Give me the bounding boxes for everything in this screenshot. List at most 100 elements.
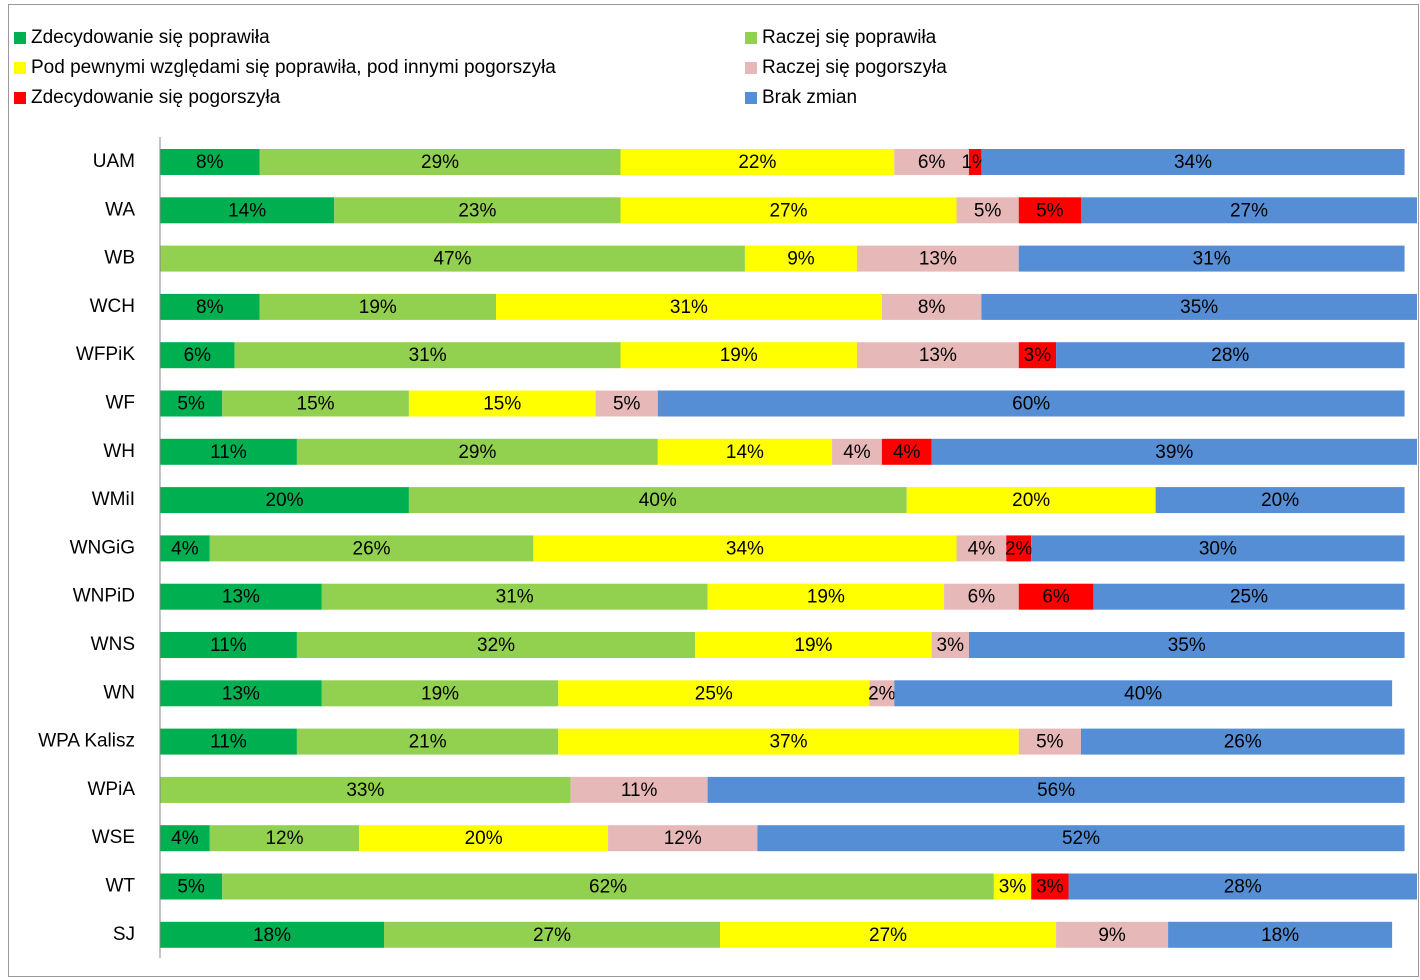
data-label: 30% bbox=[1199, 538, 1237, 559]
bar-segment bbox=[620, 342, 857, 369]
y-tick-label: WB bbox=[104, 248, 135, 269]
bar-segment bbox=[757, 825, 1405, 852]
y-tick-label: WNPiD bbox=[73, 586, 135, 607]
y-tick-label: WH bbox=[103, 441, 135, 462]
bar-segment bbox=[1018, 583, 1094, 610]
bar-segment bbox=[981, 293, 1417, 320]
bar-segment bbox=[222, 873, 994, 900]
data-label: 6% bbox=[1042, 587, 1070, 608]
data-label: 4% bbox=[968, 538, 996, 559]
bar-segment bbox=[856, 245, 1019, 272]
bar-segment bbox=[222, 390, 409, 417]
data-label: 62% bbox=[589, 877, 627, 898]
data-label: 5% bbox=[177, 394, 205, 415]
bar-segment bbox=[160, 390, 223, 417]
data-label: 4% bbox=[171, 828, 199, 849]
legend-swatch bbox=[745, 92, 757, 104]
data-label: 9% bbox=[787, 249, 815, 270]
data-label: 23% bbox=[458, 200, 496, 221]
data-label: 11% bbox=[210, 442, 247, 463]
data-label: 11% bbox=[621, 780, 658, 801]
bar-segment bbox=[931, 438, 1417, 465]
data-label: 40% bbox=[639, 490, 677, 511]
bar-segment bbox=[720, 921, 1057, 948]
bar-segment bbox=[707, 776, 1405, 803]
data-label: 26% bbox=[1224, 732, 1262, 753]
bar-segment bbox=[160, 873, 223, 900]
bar-segment bbox=[558, 680, 870, 707]
data-label: 2% bbox=[868, 683, 896, 704]
bar-segment bbox=[856, 342, 1019, 369]
data-label: 6% bbox=[968, 587, 996, 608]
data-label: 34% bbox=[726, 538, 764, 559]
bar-segment bbox=[321, 583, 708, 610]
data-label: 13% bbox=[222, 587, 260, 608]
bar-segment bbox=[408, 487, 907, 514]
bar-segment bbox=[1018, 197, 1081, 224]
bar-segment bbox=[160, 776, 571, 803]
bar-segment bbox=[334, 197, 621, 224]
data-label: 27% bbox=[1230, 200, 1268, 221]
data-label: 22% bbox=[738, 152, 776, 173]
bar-segment bbox=[981, 149, 1405, 175]
data-label: 2% bbox=[1005, 538, 1033, 559]
bar-segment bbox=[496, 293, 882, 320]
data-label: 12% bbox=[265, 828, 303, 849]
bar-segment bbox=[1080, 197, 1417, 224]
y-tick-label: WNGiG bbox=[70, 537, 135, 558]
data-label: 60% bbox=[1012, 394, 1050, 415]
data-label: 25% bbox=[1230, 587, 1268, 608]
data-label: 6% bbox=[184, 345, 212, 366]
bar-segment bbox=[620, 197, 957, 224]
bar-segment bbox=[296, 728, 559, 755]
bar-segment bbox=[234, 342, 621, 369]
data-label: 6% bbox=[918, 152, 946, 173]
bar-segment bbox=[1031, 535, 1405, 562]
bar-segment bbox=[1093, 583, 1405, 610]
bar-segment bbox=[160, 728, 297, 755]
data-label: 27% bbox=[769, 200, 807, 221]
legend-label: Raczej się pogorszyła bbox=[762, 57, 947, 78]
data-label: 37% bbox=[769, 732, 807, 753]
data-label: 25% bbox=[695, 683, 733, 704]
bar-segment bbox=[160, 342, 235, 369]
bar-segment bbox=[259, 293, 497, 320]
bar-segment bbox=[608, 825, 758, 852]
bar-segment bbox=[1056, 921, 1169, 948]
bar-segment bbox=[160, 197, 335, 224]
data-label: 8% bbox=[918, 297, 946, 318]
y-tick-label: WSE bbox=[92, 827, 135, 848]
data-label: 21% bbox=[409, 732, 447, 753]
bar-segment bbox=[1018, 245, 1405, 272]
bar-segment bbox=[570, 776, 708, 803]
data-label: 20% bbox=[1261, 490, 1299, 511]
data-label: 52% bbox=[1062, 828, 1100, 849]
data-label: 20% bbox=[465, 828, 503, 849]
bar-segment bbox=[1155, 487, 1405, 514]
data-label: 20% bbox=[1012, 490, 1050, 511]
data-label: 29% bbox=[421, 152, 459, 173]
y-tick-label: WF bbox=[105, 393, 135, 414]
bar-segment bbox=[160, 535, 210, 562]
data-label: 19% bbox=[794, 635, 832, 656]
bar-segment bbox=[869, 680, 895, 707]
data-label: 35% bbox=[1180, 297, 1218, 318]
bar-segment bbox=[160, 921, 385, 948]
bar-segment bbox=[259, 149, 621, 175]
data-label: 33% bbox=[346, 780, 384, 801]
bar-segment bbox=[944, 583, 1019, 610]
bar-segment bbox=[209, 535, 534, 562]
bar-segment bbox=[695, 632, 932, 658]
y-tick-label: WN bbox=[103, 682, 135, 703]
y-tick-label: UAM bbox=[93, 151, 135, 172]
bar-segment bbox=[1018, 728, 1081, 755]
data-label: 28% bbox=[1211, 345, 1249, 366]
bar-segment bbox=[160, 632, 297, 658]
data-label: 18% bbox=[253, 925, 291, 946]
bar-segment bbox=[1080, 728, 1405, 755]
bar-segment bbox=[707, 583, 945, 610]
bar-segment bbox=[160, 583, 322, 610]
data-label: 29% bbox=[458, 442, 496, 463]
data-label: 13% bbox=[919, 249, 957, 270]
data-label: 8% bbox=[196, 152, 224, 173]
